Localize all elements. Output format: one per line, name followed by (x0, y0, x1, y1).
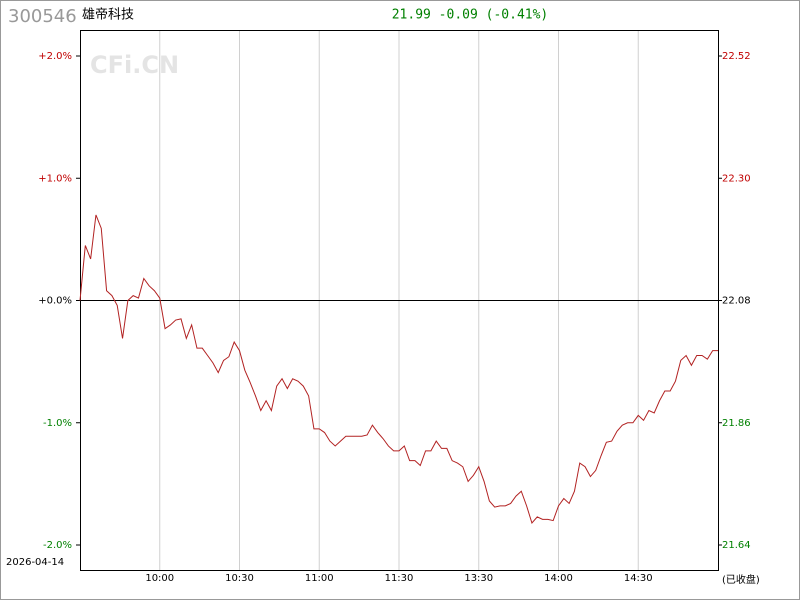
x-tick-label: 14:30 (624, 573, 653, 584)
status: (已收盘) (722, 573, 760, 586)
y2-tick-label: 22.30 (722, 173, 751, 184)
y-tick-label: -2.0% (43, 540, 72, 551)
x-tick-label: 10:30 (225, 573, 254, 584)
x-tick-label: 11:30 (385, 573, 414, 584)
x-tick-label: 14:00 (544, 573, 573, 584)
y2-tick-label: 21.86 (722, 418, 751, 429)
y2-tick-label: 22.52 (722, 51, 751, 62)
price-line (79, 214, 718, 524)
y2-tick-label: 21.64 (722, 540, 751, 551)
y-tick-label: -1.0% (43, 418, 72, 429)
stock-name: 雄帝科技 (82, 7, 134, 23)
x-tick-label: 13:30 (464, 573, 493, 584)
y2-tick-label: 22.08 (722, 296, 751, 307)
stock-code: 300546 (8, 6, 77, 27)
y-tick-label: +2.0% (38, 51, 72, 62)
y-tick-label: +1.0% (38, 173, 72, 184)
y-tick-label: +0.0% (38, 296, 72, 307)
x-tick-label: 10:00 (145, 573, 174, 584)
date: 2026-04-14 (6, 557, 64, 568)
x-tick-label: 11:00 (305, 573, 334, 584)
quote: 21.99 -0.09 (-0.41%) (392, 8, 549, 23)
watermark: CFi.CN (90, 51, 179, 79)
